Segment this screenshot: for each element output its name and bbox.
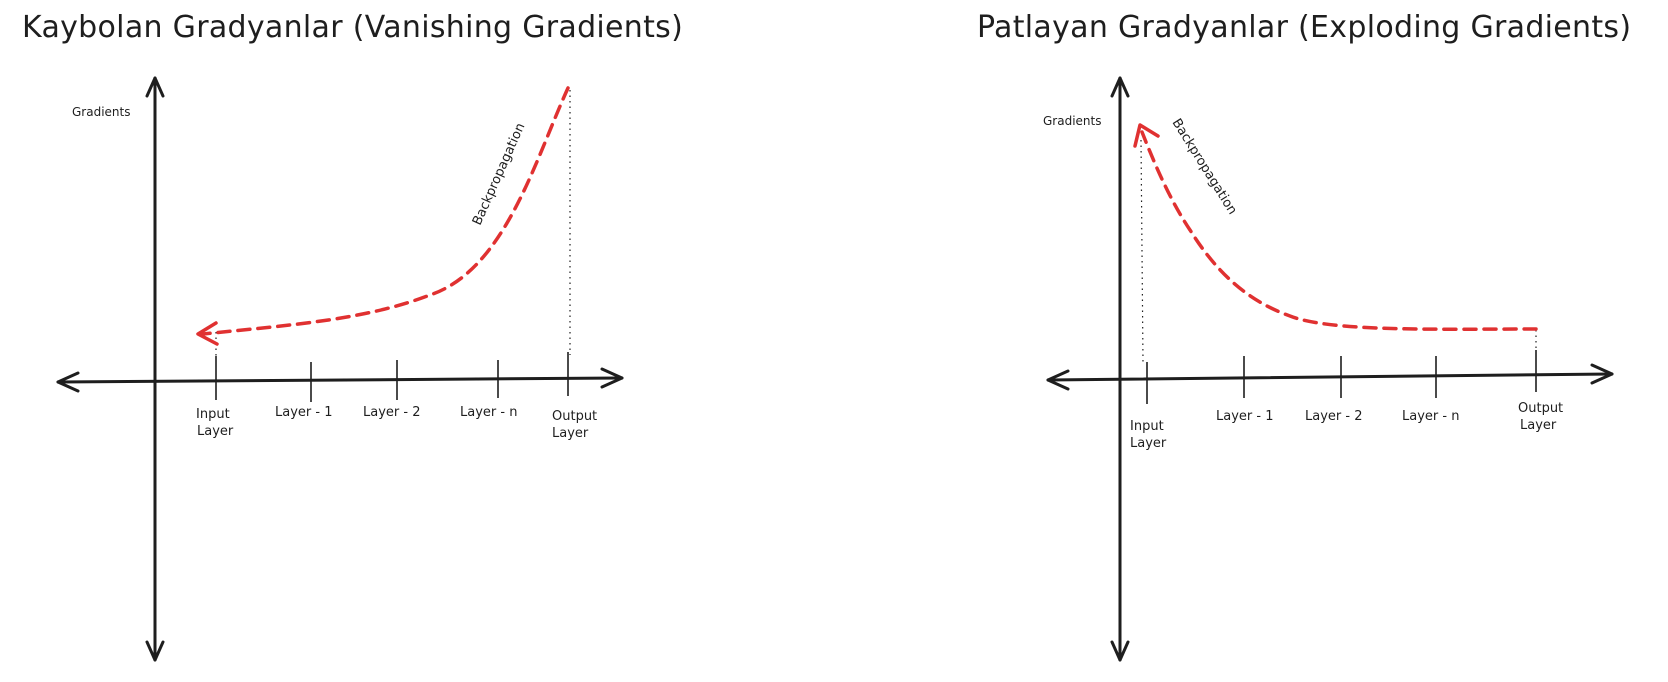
right-backprop-label: Backpropagation <box>1169 116 1240 217</box>
right-x-axis-right-arrow <box>1590 363 1614 385</box>
left-y-axis-label: Gradients <box>72 105 130 119</box>
right-x-axis-left-arrow <box>1046 369 1070 391</box>
right-xlabel-input-1: Input <box>1130 419 1164 434</box>
left-xlabel-output-2: Layer <box>552 426 589 441</box>
left-xlabel-input-2: Layer <box>197 424 234 439</box>
exploding-diagram: Gradients Backpropagation Input Layer La… <box>1043 76 1614 662</box>
right-input-guide <box>1140 139 1144 363</box>
right-gradient-curve <box>1140 130 1538 331</box>
vanishing-diagram: Gradients Backpropagation Input Layer La… <box>56 76 624 662</box>
right-x-axis <box>1046 372 1614 382</box>
left-x-axis-left-arrow <box>56 371 80 393</box>
left-xlabel-output-1: Output <box>552 409 597 424</box>
right-xlabel-layer2: Layer - 2 <box>1305 409 1362 424</box>
left-xlabel-layer2: Layer - 2 <box>363 405 420 420</box>
right-y-axis-bottom-arrow <box>1110 640 1130 662</box>
right-xlabel-layern: Layer - n <box>1402 409 1459 424</box>
right-curve-arrowhead <box>1133 123 1160 148</box>
left-backprop-label: Backpropagation <box>470 121 529 228</box>
left-gradient-curve <box>201 86 570 336</box>
right-y-axis-top-arrow <box>1110 76 1130 98</box>
left-xlabel-layern: Layer - n <box>460 405 517 420</box>
left-x-axis <box>56 376 624 384</box>
left-xlabel-layer1: Layer - 1 <box>275 405 332 420</box>
right-xlabel-output-1: Output <box>1518 401 1563 416</box>
right-xlabel-layer1: Layer - 1 <box>1216 409 1273 424</box>
left-x-axis-right-arrow <box>600 367 624 389</box>
left-xlabel-input-1: Input <box>196 407 230 422</box>
right-y-axis-label: Gradients <box>1043 114 1101 128</box>
vanishing-gradients-title: Kaybolan Gradyanlar (Vanishing Gradients… <box>22 10 684 45</box>
right-xlabel-input-2: Layer <box>1130 436 1167 451</box>
right-xlabel-output-2: Layer <box>1520 418 1557 433</box>
left-y-axis-top-arrow <box>145 76 165 98</box>
exploding-gradients-title: Patlayan Gradyanlar (Exploding Gradients… <box>977 10 1632 45</box>
left-curve-arrowhead <box>196 321 219 346</box>
left-y-axis-bottom-arrow <box>145 640 165 662</box>
